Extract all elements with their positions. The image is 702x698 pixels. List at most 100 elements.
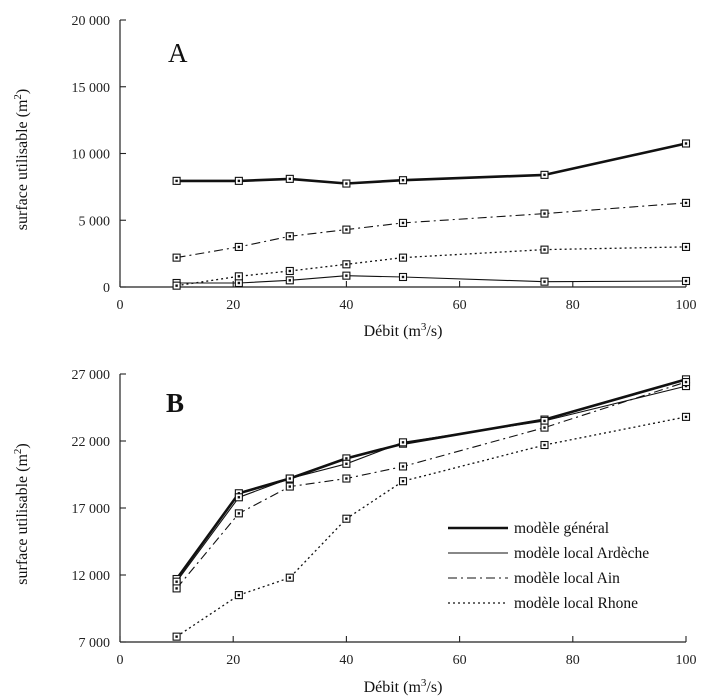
series-modele-local-ardeche [172,271,691,288]
chart-panel-b: 7 000 12 000 17 000 22 000 27 000 0 20 40 60 80 10… [12,368,697,696]
y-axis-title-superscript: 2 [12,94,24,100]
series-line [176,275,687,284]
x-axis-title: Débit (m3/s) [364,677,443,696]
y-axis-title-superscript: 2 [12,449,24,455]
data-point-center [401,275,405,279]
legend-item-modele-local-rhone: modèle local Rhone [448,595,638,612]
data-point-center [543,280,546,283]
x-axis-title-superscript: 3 [421,677,427,689]
data-point-center [288,235,291,238]
data-point-center [684,279,688,283]
data-point-center [401,441,405,444]
series-modele-local-ain [172,377,691,593]
data-point-center [684,380,688,384]
data-point-center [288,576,291,579]
series-line [176,246,687,287]
legend-item-modele-local-ardeche: modèle local Ardèche [448,545,649,562]
data-point-center [288,269,291,273]
data-point-center [684,142,688,145]
x-tick-label: 20 [226,298,240,313]
data-point-center [237,593,241,597]
y-tick-label: 5 000 [79,214,111,229]
data-point-center [345,182,348,185]
legend-item-modele-local-ain: modèle local Ain [448,570,620,587]
y-axis-title-end: ) [14,89,31,94]
data-point-center [288,177,291,181]
data-point-center [401,179,405,182]
data-point-center [345,462,348,465]
x-tick-label: 80 [566,653,580,668]
data-point-center [345,477,348,480]
series-modele-general [172,139,691,188]
chart-panel-a: 0 5 000 10 000 15 000 20 000 0 20 40 60 80 100 Débi… [12,14,697,340]
data-point-center [288,485,291,488]
legend-label: modèle local Rhone [514,595,638,612]
data-point-center [288,279,291,282]
y-tick-label: 7 000 [79,636,111,651]
x-tick-label: 100 [676,653,697,668]
data-point-center [684,201,688,205]
data-point-center [237,281,241,285]
data-point-center [237,512,241,515]
data-point-center [345,228,348,231]
data-point-center [175,580,178,583]
data-point-center [237,179,241,183]
y-tick-label: 22 000 [72,435,111,450]
y-tick-label: 20 000 [72,14,111,29]
y-tick-label: 10 000 [72,148,111,163]
y-tick-label: 17 000 [72,502,111,517]
data-point-center [175,256,178,259]
y-tick-label: 0 [103,281,110,296]
legend-item-modele-general: modèle général [448,520,609,537]
data-point-center [345,457,348,460]
y-tick-label: 15 000 [72,81,111,96]
legend-label: modèle local Ardèche [514,545,649,562]
x-tick-label: 40 [339,298,353,313]
data-point-center [543,419,546,423]
y-axis-title-text: surface utilisable (m [14,454,31,585]
x-axis-title-end: /s) [426,323,442,340]
x-tick-label: 80 [566,298,580,313]
y-axis-title: surface utilisable (m2) [12,443,31,584]
x-axis-title-end: /s) [426,679,442,696]
y-axis-title-end: ) [14,443,31,448]
x-axis-title: Débit (m3/s) [364,321,443,340]
data-point-center [237,245,241,249]
data-point-center [175,284,178,287]
data-point-center [175,179,178,183]
data-point-center [543,248,546,251]
series-modele-local-rhone [172,412,691,641]
x-tick-label: 100 [676,298,697,313]
data-point-center [288,477,291,480]
legend: modèle général modèle local Ardèche modèle… [448,520,649,612]
x-tick-label: 60 [453,653,467,668]
series-modele-local-ain [172,198,691,262]
data-point-center [175,635,178,638]
x-axis-title-text: Débit (m [364,323,422,340]
data-point-center [345,274,348,277]
series-line [176,202,687,259]
x-axis-title-text: Débit (m [364,679,422,696]
data-point-center [237,496,241,499]
data-point-center [684,415,688,419]
panel-label: B [166,388,184,418]
series-modele-local-rhone [172,242,691,290]
data-point-center [401,465,405,468]
panel-label: A [168,38,188,68]
data-point-center [401,480,405,483]
data-point-center [684,245,688,249]
x-tick-label: 60 [453,298,467,313]
x-tick-label: 0 [117,298,124,313]
y-tick-label: 27 000 [72,368,111,383]
data-point-center [543,426,546,429]
data-point-center [401,221,405,225]
x-tick-label: 0 [117,653,124,668]
data-point-center [543,443,546,447]
y-tick-label: 12 000 [72,569,111,584]
data-point-center [345,517,348,520]
y-axis-title-text: surface utilisable (m [14,99,31,230]
y-axis-title: surface utilisable (m2) [12,89,31,230]
data-point-center [175,587,178,590]
data-point-center [543,173,546,177]
